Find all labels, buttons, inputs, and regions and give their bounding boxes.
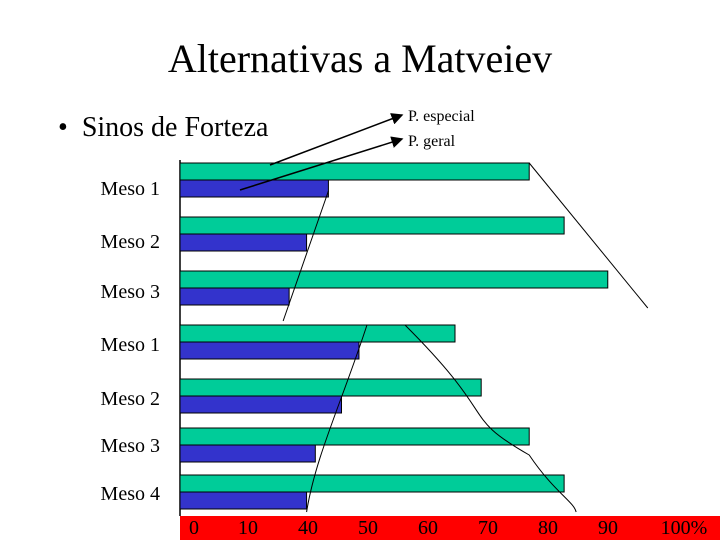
bar-special-1 <box>179 162 530 181</box>
trend-curve-special-lower <box>404 324 577 513</box>
bar-special-3 <box>179 270 609 289</box>
bullet-marker: • <box>58 112 68 143</box>
bar-special-7 <box>179 474 565 493</box>
tick-label-2: 10 <box>238 517 258 539</box>
tick-label-4: 50 <box>358 517 378 539</box>
bar-general-6 <box>179 444 316 463</box>
row-label-4: Meso 1 <box>100 334 160 356</box>
trend-line-general-upper <box>282 190 329 322</box>
bar-general-3 <box>179 287 290 306</box>
bar-special-5 <box>179 378 482 397</box>
bullet-text: Sinos de Forteza <box>81 112 269 143</box>
trend-line-special-upper <box>528 162 649 309</box>
bar-general-2 <box>179 233 308 252</box>
legend-label-special: P. especial <box>408 108 475 125</box>
legend-pointer-special <box>269 113 404 166</box>
row-label-7: Meso 4 <box>100 483 160 505</box>
bar-general-1 <box>179 179 329 198</box>
axis-strip <box>180 516 720 540</box>
legend-label-general: P. geral <box>408 133 456 150</box>
tick-label-7: 80 <box>538 517 558 539</box>
tick-label-5: 60 <box>418 517 438 539</box>
tick-label-6: 70 <box>478 517 498 539</box>
tick-label-9: 100% <box>660 517 708 539</box>
row-label-6: Meso 3 <box>100 435 160 457</box>
curves-group <box>282 162 649 513</box>
row-label-5: Meso 2 <box>100 388 160 410</box>
bar-special-2 <box>179 216 565 235</box>
bars-group <box>179 162 609 510</box>
bar-general-5 <box>179 395 343 414</box>
bar-special-6 <box>179 427 530 446</box>
row-label-1: Meso 1 <box>100 178 160 200</box>
tick-label-1: 0 <box>189 517 199 539</box>
row-label-2: Meso 2 <box>100 231 160 253</box>
tick-label-3: 40 <box>298 517 318 539</box>
bar-general-4 <box>179 341 360 360</box>
slide-title: Alternativas a Matveiev <box>167 36 553 81</box>
tick-label-8: 90 <box>598 517 618 539</box>
trend-curve-general-lower <box>306 324 368 513</box>
bullet-item: • Sinos de Forteza <box>58 108 268 148</box>
legend-pointer-general <box>239 136 404 191</box>
bar-general-7 <box>179 491 308 510</box>
row-label-3: Meso 3 <box>100 281 160 303</box>
